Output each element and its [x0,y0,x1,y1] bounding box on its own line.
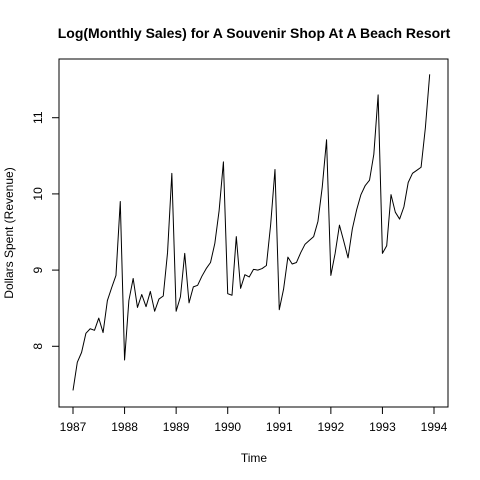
y-tick-label: 8 [31,343,45,350]
x-tick-label: 1987 [60,420,87,434]
series-line [72,74,431,391]
x-axis: 1987 1988 1989 1990 1991 1992 1993 1994 [60,406,448,434]
y-tick-label: 9 [31,266,45,273]
x-tick-label: 1991 [266,420,293,434]
chart-title: Log(Monthly Sales) for A Souvenir Shop A… [58,25,451,41]
y-tick-label: 10 [31,187,45,201]
x-tick-label: 1989 [163,420,190,434]
x-tick-label: 1994 [421,420,448,434]
x-tick-label: 1990 [214,420,241,434]
x-axis-label: Time [241,451,268,465]
x-tick-label: 1992 [318,420,345,434]
series-group [72,74,431,391]
y-axis: 8 9 10 11 [31,111,60,350]
x-tick-label: 1988 [111,420,138,434]
plot-frame [58,58,449,408]
x-tick-label: 1993 [369,420,396,434]
y-axis-label: Dollars Spent (Revenue) [2,167,16,298]
y-tick-label: 11 [31,111,45,124]
